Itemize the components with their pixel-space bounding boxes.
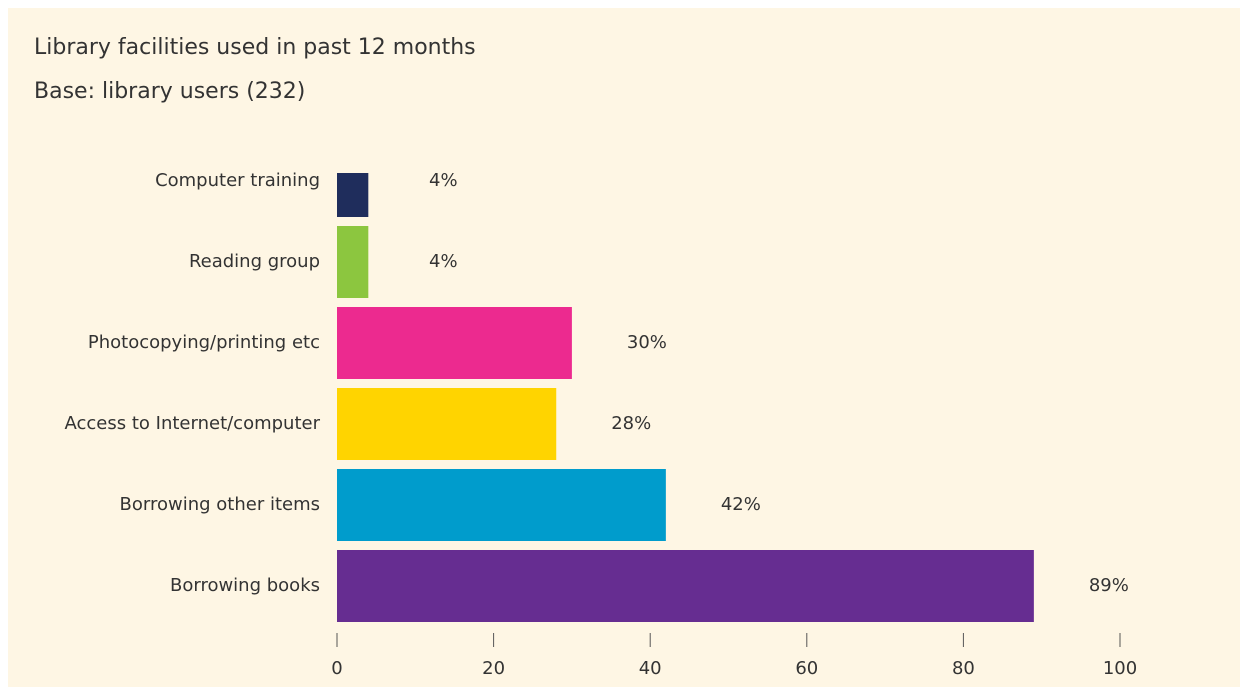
value-label: 28% bbox=[611, 413, 651, 434]
bar bbox=[337, 307, 572, 379]
value-label: 30% bbox=[627, 332, 667, 353]
y-tick-label: Computer training bbox=[155, 170, 320, 191]
bar bbox=[337, 226, 369, 298]
y-tick-label: Access to Internet/computer bbox=[65, 413, 321, 434]
chart-subtitle: Base: library users (232) bbox=[34, 79, 305, 104]
bar bbox=[337, 550, 1034, 622]
x-tick-label: 40 bbox=[639, 658, 662, 679]
bar bbox=[337, 469, 666, 541]
y-tick-label: Photocopying/printing etc bbox=[88, 332, 320, 353]
y-tick-label: Borrowing other items bbox=[120, 494, 320, 515]
y-tick-label: Reading group bbox=[189, 251, 320, 272]
x-tick-label: 80 bbox=[952, 658, 975, 679]
y-tick-label: Borrowing books bbox=[170, 575, 320, 596]
value-label: 4% bbox=[429, 251, 458, 272]
value-label: 4% bbox=[429, 170, 458, 191]
x-tick-label: 0 bbox=[331, 658, 342, 679]
x-tick-label: 20 bbox=[482, 658, 505, 679]
x-tick-label: 60 bbox=[795, 658, 818, 679]
bar bbox=[337, 173, 369, 217]
x-tick-label: 100 bbox=[1103, 658, 1137, 679]
chart-title: Library facilities used in past 12 month… bbox=[34, 35, 476, 60]
bar bbox=[337, 388, 557, 460]
value-label: 42% bbox=[721, 494, 761, 515]
value-label: 89% bbox=[1089, 575, 1129, 596]
plot-area bbox=[337, 173, 1034, 622]
